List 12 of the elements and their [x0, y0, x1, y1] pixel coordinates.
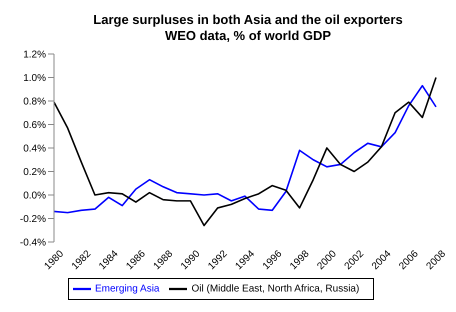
y-tick-label: 0.4% [23, 144, 46, 155]
y-tick-label: -0.4% [20, 238, 46, 249]
y-tick-label: 1.0% [23, 73, 46, 84]
y-tick-label: 0.6% [23, 120, 46, 132]
y-tick-label: 0.0% [23, 190, 46, 202]
chart-title: Large surpluses in both Asia and the oil exporters WEO data, % of world GDP [92, 12, 404, 44]
y-tick-label: -0.2% [20, 214, 46, 226]
y-tick-label: 0.8% [23, 96, 46, 108]
legend-label: Emerging Asia [95, 284, 160, 295]
y-tick-label: 1.2% [23, 50, 46, 61]
legend-label: Oil (Middle East, North Africa, Russia) [191, 284, 360, 295]
y-tick-label: 0.2% [23, 167, 46, 178]
